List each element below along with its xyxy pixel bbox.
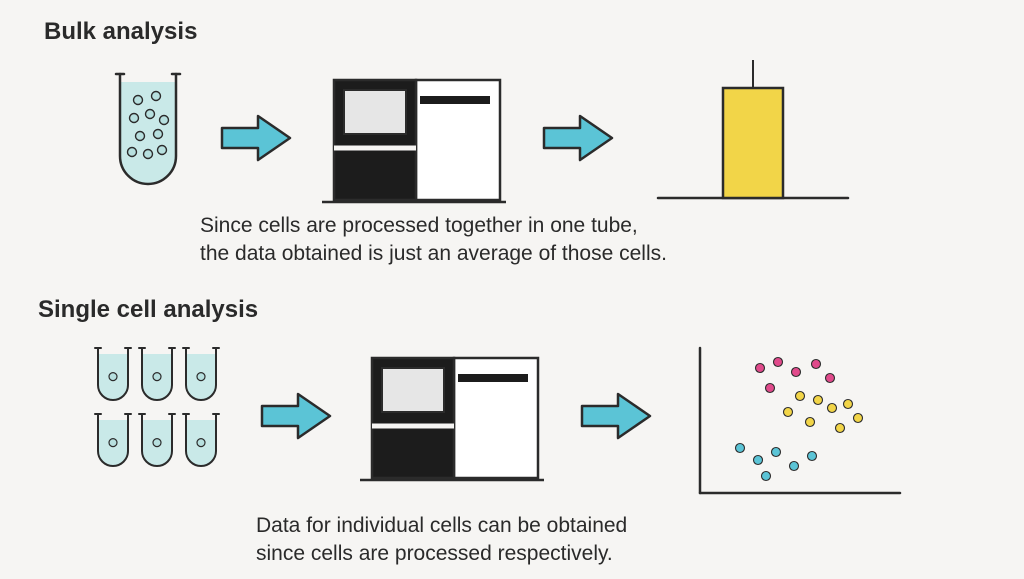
bulk-bar-chart	[650, 60, 860, 210]
single-scatter-chart	[690, 338, 910, 503]
bulk-tube	[110, 68, 190, 198]
single-tubes-grid	[88, 340, 258, 480]
bulk-caption-line2: the data obtained is just an average of …	[200, 242, 667, 265]
arrow-icon	[578, 388, 658, 444]
arrow-icon	[218, 110, 298, 166]
bulk-caption-line1: Since cells are processed together in on…	[200, 214, 638, 237]
single-heading: Single cell analysis	[38, 296, 258, 324]
single-caption: Data for individual cells can be obtaine…	[256, 512, 627, 569]
single-caption-line2: since cells are processed respectively.	[256, 542, 613, 565]
arrow-icon	[540, 110, 620, 166]
bulk-heading: Bulk analysis	[44, 18, 197, 46]
arrow-icon	[258, 388, 338, 444]
single-caption-line1: Data for individual cells can be obtaine…	[256, 514, 627, 537]
bulk-caption: Since cells are processed together in on…	[200, 212, 667, 269]
sequencer-machine	[320, 70, 510, 210]
sequencer-machine	[358, 348, 548, 488]
